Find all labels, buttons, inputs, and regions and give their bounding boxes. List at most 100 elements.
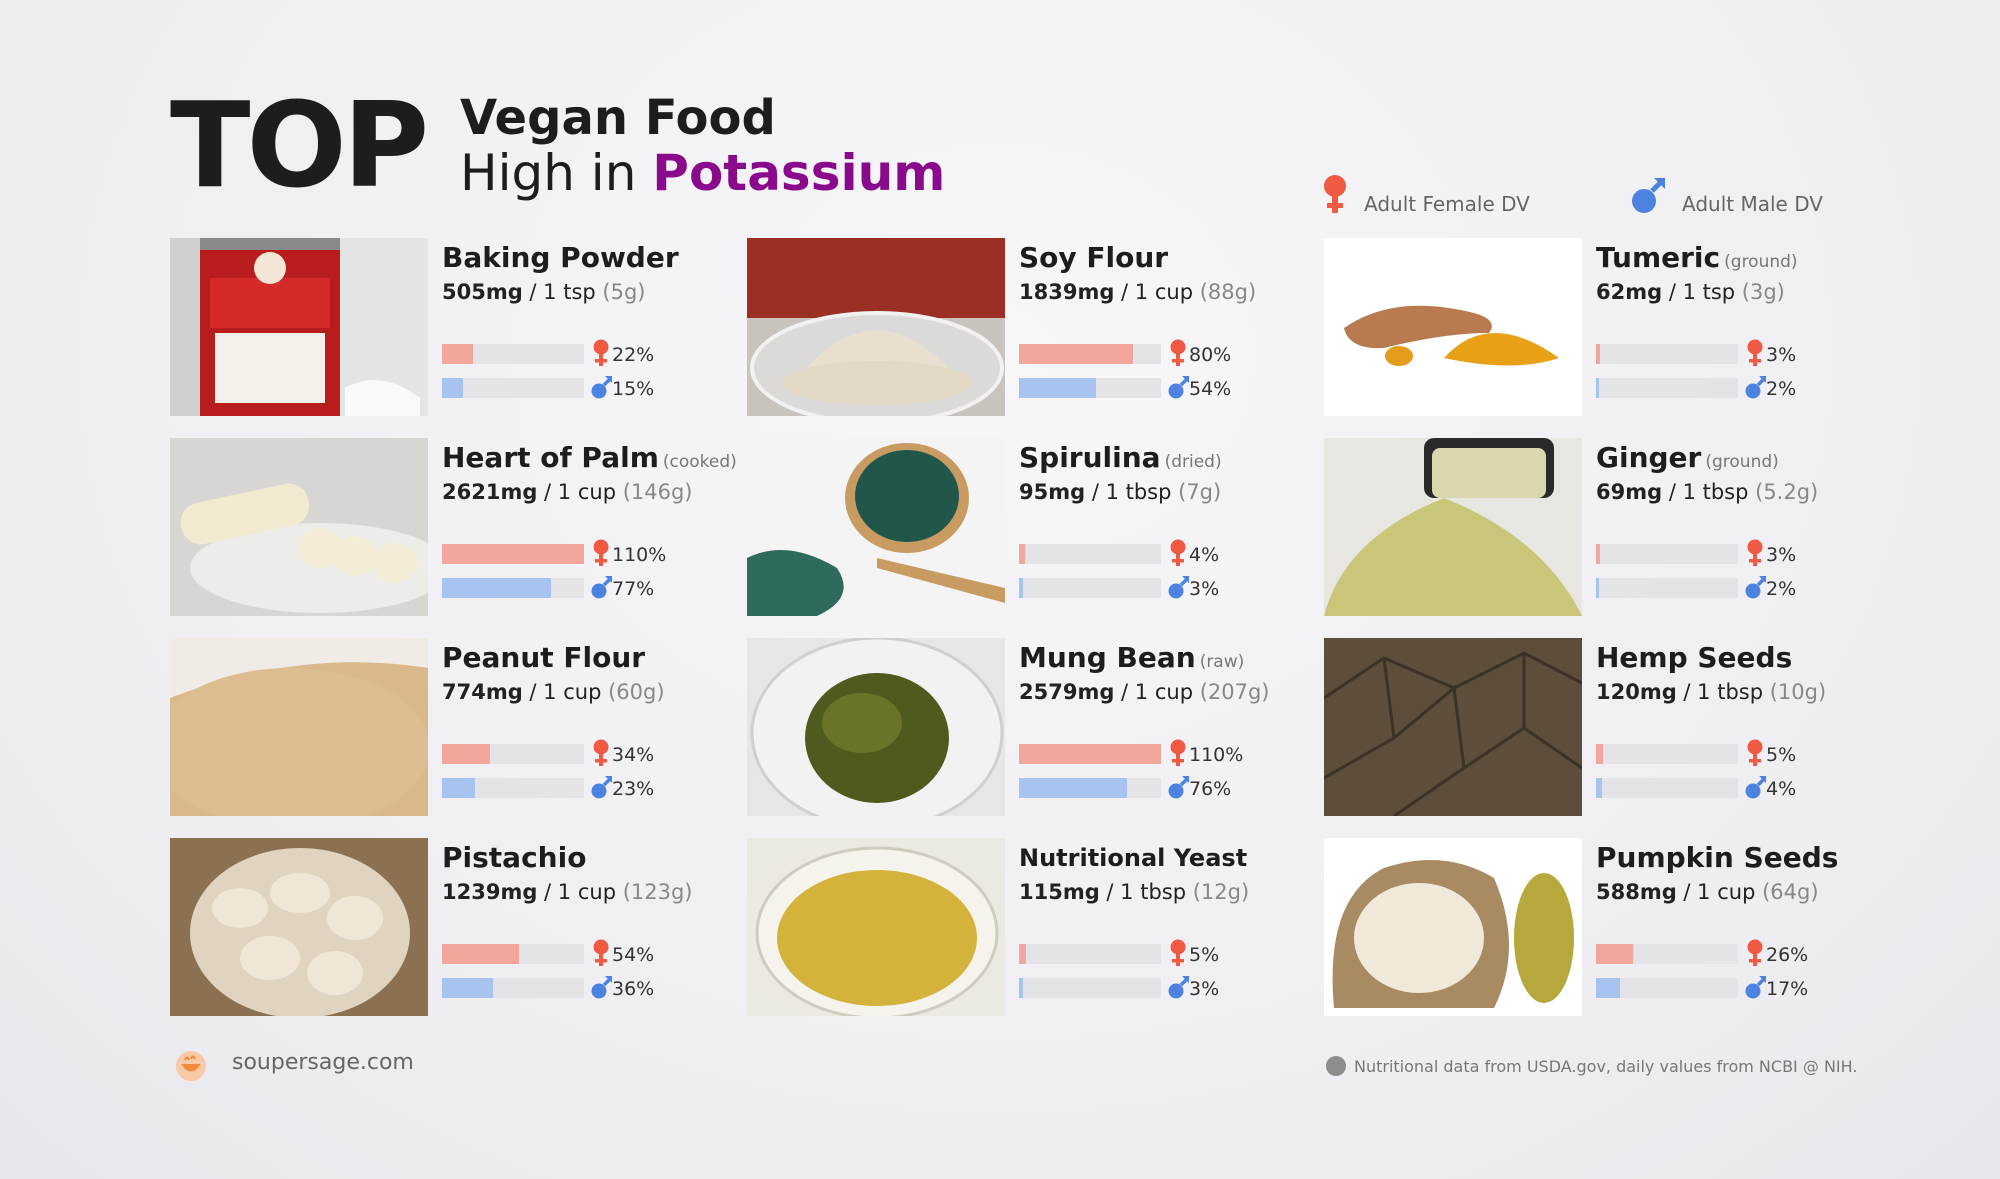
title-line1: Vegan Food	[460, 90, 776, 146]
food-mg: 774mg	[442, 680, 523, 704]
female-symbol-icon	[1744, 338, 1766, 368]
photo-peanut-flour	[170, 638, 428, 816]
male-symbol-icon	[1632, 178, 1665, 213]
dv-bars: 54% 36%	[442, 938, 742, 1006]
female-bar-row: 22%	[442, 338, 742, 372]
photo-hemp-seeds	[1324, 638, 1582, 816]
male-symbol-icon	[1744, 972, 1766, 1002]
male-dv-percent: 4%	[1766, 778, 1797, 800]
female-bar-track	[1596, 344, 1738, 364]
footer-source-note: Nutritional data from USDA.gov, daily va…	[1354, 1057, 1858, 1076]
female-dv-percent: 110%	[612, 544, 667, 566]
female-bar-row: 110%	[1019, 738, 1319, 772]
female-bar-track	[442, 744, 584, 764]
male-bar-track	[442, 978, 584, 998]
dv-bars: 3% 2%	[1596, 338, 1896, 406]
legend-male-label: Adult Male DV	[1682, 192, 1823, 216]
male-bar-row: 2%	[1596, 572, 1896, 606]
male-bar-track	[442, 778, 584, 798]
food-serving: / 1 cup	[1676, 880, 1763, 904]
female-bar-track	[442, 544, 584, 564]
food-info: Soy Flour 1839mg / 1 cup (88g) 80% 54%	[1019, 238, 1319, 306]
dv-bars: 26% 17%	[1596, 938, 1896, 1006]
male-symbol-icon	[1167, 372, 1189, 402]
male-bar-track	[442, 378, 584, 398]
food-mg: 95mg	[1019, 480, 1086, 504]
female-symbol-icon	[1167, 938, 1189, 968]
food-qualifier: (ground)	[1724, 252, 1798, 272]
male-bar-track	[442, 578, 584, 598]
male-bar-row: 4%	[1596, 772, 1896, 806]
food-info: Spirulina (dried) 95mg / 1 tbsp (7g) 4% 3…	[1019, 438, 1319, 506]
male-bar-fill	[1596, 578, 1599, 598]
food-grams: (207g)	[1199, 680, 1270, 704]
photo-pumpkin-seeds	[1324, 838, 1582, 1016]
female-bar-fill	[1596, 744, 1604, 764]
footer-site-link[interactable]: soupersage.com	[232, 1050, 414, 1075]
dv-bars: 5% 4%	[1596, 738, 1896, 806]
legend-male: Adult Male DV	[1630, 170, 1823, 220]
female-bar-row: 4%	[1019, 538, 1319, 572]
female-symbol-icon	[1744, 538, 1766, 568]
male-bar-fill	[1019, 778, 1127, 798]
food-card: Tumeric (ground) 62mg / 1 tsp (3g) 3% 2%	[1324, 238, 1894, 418]
food-card: Nutritional Yeast 115mg / 1 tbsp (12g) 5…	[747, 838, 1317, 1018]
dv-bars: 34% 23%	[442, 738, 742, 806]
food-mg: 505mg	[442, 280, 523, 304]
male-bar-track	[1019, 378, 1161, 398]
food-name: Spirulina	[1019, 441, 1161, 474]
food-mg: 2579mg	[1019, 680, 1115, 704]
female-bar-row: 34%	[442, 738, 742, 772]
male-bar-fill	[442, 978, 494, 998]
female-bar-fill	[1596, 544, 1601, 564]
food-grams: (5g)	[602, 280, 646, 304]
dv-bars: 80% 54%	[1019, 338, 1319, 406]
male-dv-percent: 3%	[1189, 578, 1220, 600]
food-name: Hemp Seeds	[1596, 641, 1793, 674]
female-bar-track	[1019, 344, 1161, 364]
male-bar-track	[1019, 978, 1161, 998]
male-dv-percent: 36%	[612, 978, 655, 1000]
male-bar-track	[1019, 578, 1161, 598]
male-symbol-icon	[1744, 772, 1766, 802]
male-bar-fill	[1596, 378, 1599, 398]
female-bar-fill	[1596, 944, 1633, 964]
food-mg: 2621mg	[442, 480, 538, 504]
food-grams: (5.2g)	[1755, 480, 1819, 504]
food-grams: (64g)	[1762, 880, 1819, 904]
food-mg: 69mg	[1596, 480, 1663, 504]
female-bar-row: 5%	[1596, 738, 1896, 772]
male-dv-percent: 2%	[1766, 378, 1797, 400]
food-info: Hemp Seeds 120mg / 1 tbsp (10g) 5% 4%	[1596, 638, 1896, 706]
food-mg: 1239mg	[442, 880, 538, 904]
dv-bars: 5% 3%	[1019, 938, 1319, 1006]
female-bar-fill	[442, 344, 474, 364]
female-bar-track	[1019, 944, 1161, 964]
male-bar-track	[1596, 778, 1738, 798]
male-bar-track	[1596, 978, 1738, 998]
legend: Adult Female DV Adult Male DV	[1320, 170, 1840, 220]
food-mg: 1839mg	[1019, 280, 1115, 304]
food-grams: (146g)	[622, 480, 693, 504]
male-dv-percent: 3%	[1189, 978, 1220, 1000]
photo-heart-of-palm	[170, 438, 428, 616]
food-serving: / 1 tbsp	[1676, 680, 1770, 704]
female-bar-track	[1596, 744, 1738, 764]
photo-pistachio	[170, 838, 428, 1016]
food-mg: 588mg	[1596, 880, 1677, 904]
male-dv-percent: 76%	[1189, 778, 1232, 800]
female-bar-row: 110%	[442, 538, 742, 572]
female-symbol-icon	[1744, 738, 1766, 768]
food-grams: (10g)	[1769, 680, 1827, 704]
food-card: Spirulina (dried) 95mg / 1 tbsp (7g) 4% 3…	[747, 438, 1317, 618]
food-qualifier: (ground)	[1705, 452, 1779, 472]
male-dv-percent: 54%	[1189, 378, 1232, 400]
female-bar-track	[442, 344, 584, 364]
female-dv-percent: 3%	[1766, 344, 1797, 366]
food-card: Peanut Flour 774mg / 1 cup (60g) 34% 23%	[170, 638, 740, 818]
male-bar-row: 54%	[1019, 372, 1319, 406]
food-grams: (60g)	[608, 680, 665, 704]
male-bar-row: 15%	[442, 372, 742, 406]
female-bar-fill	[1019, 344, 1133, 364]
male-bar-row: 77%	[442, 572, 742, 606]
